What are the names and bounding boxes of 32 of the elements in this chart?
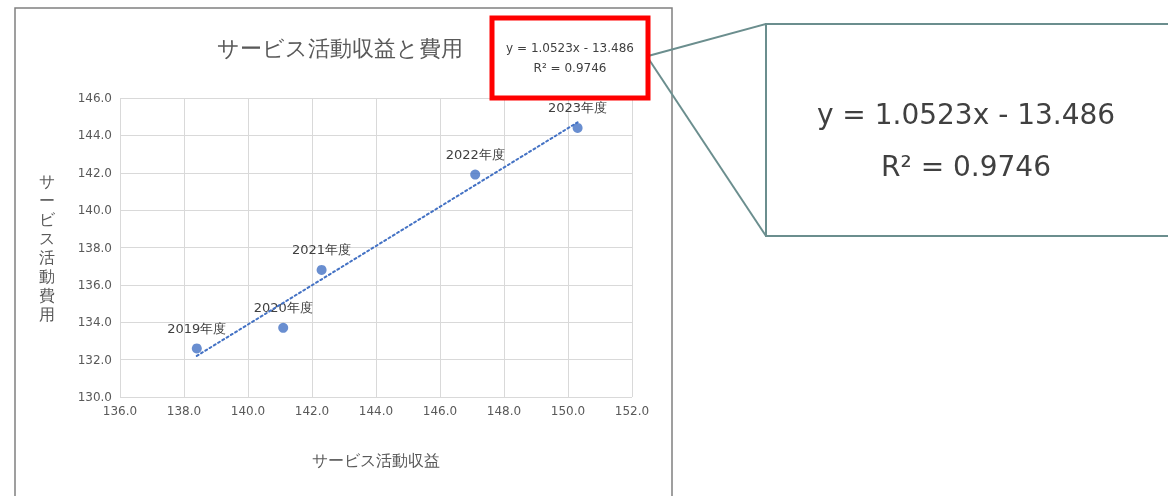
- y-tick-label: 142.0: [77, 165, 112, 180]
- x-tick-label: 138.0: [166, 404, 202, 418]
- annotation: 2022年度: [445, 147, 505, 163]
- y-tick-label: 134.0: [77, 315, 112, 330]
- x-axis-title: サービス活動収益: [312, 450, 440, 470]
- annotation: 2019年度: [167, 320, 227, 336]
- y-tick-label: 146.0: [77, 91, 112, 105]
- y-tick-label: 132.0: [77, 352, 112, 367]
- x-tick-label: 152.0: [614, 404, 650, 418]
- point: [278, 322, 289, 333]
- x-tick-label: 150.0: [550, 404, 586, 418]
- x-tick-label: 142.0: [294, 404, 330, 418]
- x-tick-label: 148.0: [486, 404, 522, 418]
- annotation: 2023年度: [548, 100, 608, 116]
- point: [470, 169, 481, 180]
- text: y = 1.0523x - 13.486 R² = 0.9746: [816, 97, 1116, 183]
- point: [572, 122, 583, 133]
- y-tick-label: 136.0: [77, 277, 112, 292]
- y-tick-label: 144.0: [77, 128, 112, 143]
- x-tick-label: 136.0: [102, 404, 138, 418]
- y-axis-title: サービス活動費用: [39, 172, 56, 324]
- point: [191, 343, 202, 354]
- chart-title: サービス活動収益と費用: [217, 35, 463, 61]
- x-tick-label: 146.0: [422, 404, 458, 418]
- text: y = 1.0523x - 13.486 R² = 0.9746: [506, 41, 634, 75]
- y-tick-label: 138.0: [77, 240, 112, 255]
- y-tick-label: 140.0: [77, 203, 112, 218]
- y-tick-label: 130.0: [77, 390, 112, 404]
- point: [316, 264, 327, 275]
- annotation: 2021年度: [292, 242, 352, 258]
- x-tick-label: 144.0: [358, 404, 394, 418]
- x-tick-label: 140.0: [230, 404, 266, 418]
